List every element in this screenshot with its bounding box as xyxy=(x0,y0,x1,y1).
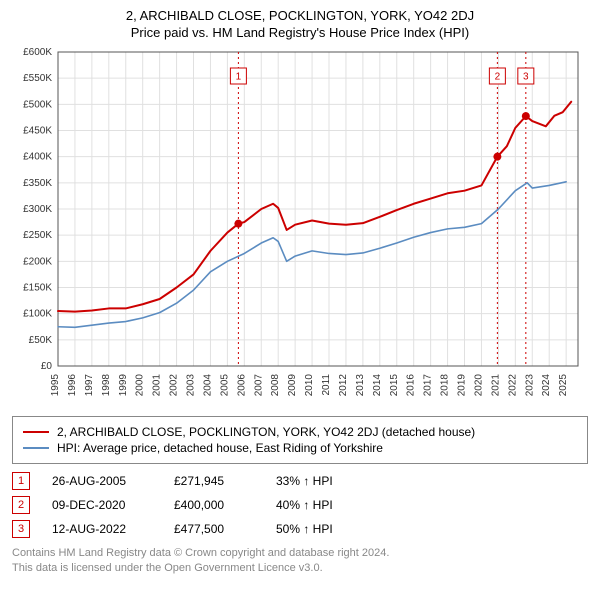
svg-text:2024: 2024 xyxy=(541,374,552,397)
legend-label: 2, ARCHIBALD CLOSE, POCKLINGTON, YORK, Y… xyxy=(57,425,475,439)
svg-text:2006: 2006 xyxy=(236,374,247,397)
legend: 2, ARCHIBALD CLOSE, POCKLINGTON, YORK, Y… xyxy=(12,416,588,464)
page-subtitle: Price paid vs. HM Land Registry's House … xyxy=(12,25,588,40)
svg-text:2022: 2022 xyxy=(507,374,518,397)
svg-text:£150K: £150K xyxy=(23,283,52,294)
event-table: 1 26-AUG-2005 £271,945 33% ↑ HPI 2 09-DEC-202… xyxy=(12,472,588,538)
svg-text:3: 3 xyxy=(523,72,529,83)
event-price: £271,945 xyxy=(174,474,254,488)
svg-text:1999: 1999 xyxy=(118,374,129,397)
svg-text:2011: 2011 xyxy=(321,374,332,396)
svg-text:1996: 1996 xyxy=(67,374,78,397)
svg-text:£600K: £600K xyxy=(23,47,52,58)
svg-text:£0: £0 xyxy=(41,361,53,372)
event-date: 12-AUG-2022 xyxy=(52,522,152,536)
svg-text:2001: 2001 xyxy=(152,374,163,397)
svg-text:2015: 2015 xyxy=(389,374,400,397)
svg-text:2003: 2003 xyxy=(186,374,197,397)
svg-text:1: 1 xyxy=(236,72,242,83)
svg-text:2007: 2007 xyxy=(253,374,264,397)
event-date: 26-AUG-2005 xyxy=(52,474,152,488)
svg-text:2023: 2023 xyxy=(524,374,535,397)
svg-text:£500K: £500K xyxy=(23,99,52,110)
svg-text:2010: 2010 xyxy=(304,374,315,397)
event-pct: 50% ↑ HPI xyxy=(276,522,366,536)
event-price: £477,500 xyxy=(174,522,254,536)
svg-text:1998: 1998 xyxy=(101,374,112,397)
legend-item: 2, ARCHIBALD CLOSE, POCKLINGTON, YORK, Y… xyxy=(23,425,577,439)
svg-text:2000: 2000 xyxy=(135,374,146,397)
svg-text:2002: 2002 xyxy=(169,374,180,397)
svg-text:1995: 1995 xyxy=(50,374,61,397)
svg-text:£250K: £250K xyxy=(23,230,52,241)
page-container: 2, ARCHIBALD CLOSE, POCKLINGTON, YORK, Y… xyxy=(0,0,600,584)
legend-swatch xyxy=(23,447,49,449)
event-badge: 1 xyxy=(12,472,30,490)
svg-text:2016: 2016 xyxy=(406,374,417,397)
page-title: 2, ARCHIBALD CLOSE, POCKLINGTON, YORK, Y… xyxy=(12,8,588,23)
legend-swatch xyxy=(23,431,49,433)
svg-text:2008: 2008 xyxy=(270,374,281,397)
legend-item: HPI: Average price, detached house, East… xyxy=(23,441,577,455)
svg-text:£350K: £350K xyxy=(23,178,52,189)
event-row: 1 26-AUG-2005 £271,945 33% ↑ HPI xyxy=(12,472,588,490)
svg-text:2004: 2004 xyxy=(202,374,213,397)
footnote-line: Contains HM Land Registry data © Crown c… xyxy=(12,546,588,561)
svg-text:2: 2 xyxy=(495,72,501,83)
svg-text:2020: 2020 xyxy=(473,374,484,397)
chart-area: £0 £50K £100K £150K £200K £250K £300K £350K £400… xyxy=(12,46,588,406)
event-row: 3 12-AUG-2022 £477,500 50% ↑ HPI xyxy=(12,520,588,538)
svg-text:2021: 2021 xyxy=(490,374,501,397)
svg-text:£50K: £50K xyxy=(29,335,53,346)
svg-text:2025: 2025 xyxy=(558,374,569,397)
svg-text:2012: 2012 xyxy=(338,374,349,397)
svg-text:2009: 2009 xyxy=(287,374,298,397)
svg-text:2019: 2019 xyxy=(457,374,468,397)
event-row: 2 09-DEC-2020 £400,000 40% ↑ HPI xyxy=(12,496,588,514)
svg-text:2014: 2014 xyxy=(372,374,383,397)
footnote-line: This data is licensed under the Open Gov… xyxy=(12,561,588,576)
svg-text:2017: 2017 xyxy=(423,374,434,397)
svg-text:£550K: £550K xyxy=(23,73,52,84)
event-pct: 40% ↑ HPI xyxy=(276,498,366,512)
line-chart: £0 £50K £100K £150K £200K £250K £300K £350K £400… xyxy=(12,46,588,406)
event-pct: 33% ↑ HPI xyxy=(276,474,366,488)
event-date: 09-DEC-2020 xyxy=(52,498,152,512)
svg-text:£100K: £100K xyxy=(23,309,52,320)
event-badge: 2 xyxy=(12,496,30,514)
svg-text:2005: 2005 xyxy=(219,374,230,397)
svg-text:2018: 2018 xyxy=(440,374,451,397)
event-price: £400,000 xyxy=(174,498,254,512)
legend-label: HPI: Average price, detached house, East… xyxy=(57,441,383,455)
svg-text:£300K: £300K xyxy=(23,204,52,215)
svg-text:1997: 1997 xyxy=(84,374,95,397)
footnote: Contains HM Land Registry data © Crown c… xyxy=(12,546,588,576)
svg-text:£450K: £450K xyxy=(23,126,52,137)
svg-text:£400K: £400K xyxy=(23,152,52,163)
svg-text:£200K: £200K xyxy=(23,256,52,267)
svg-text:2013: 2013 xyxy=(355,374,366,397)
event-badge: 3 xyxy=(12,520,30,538)
